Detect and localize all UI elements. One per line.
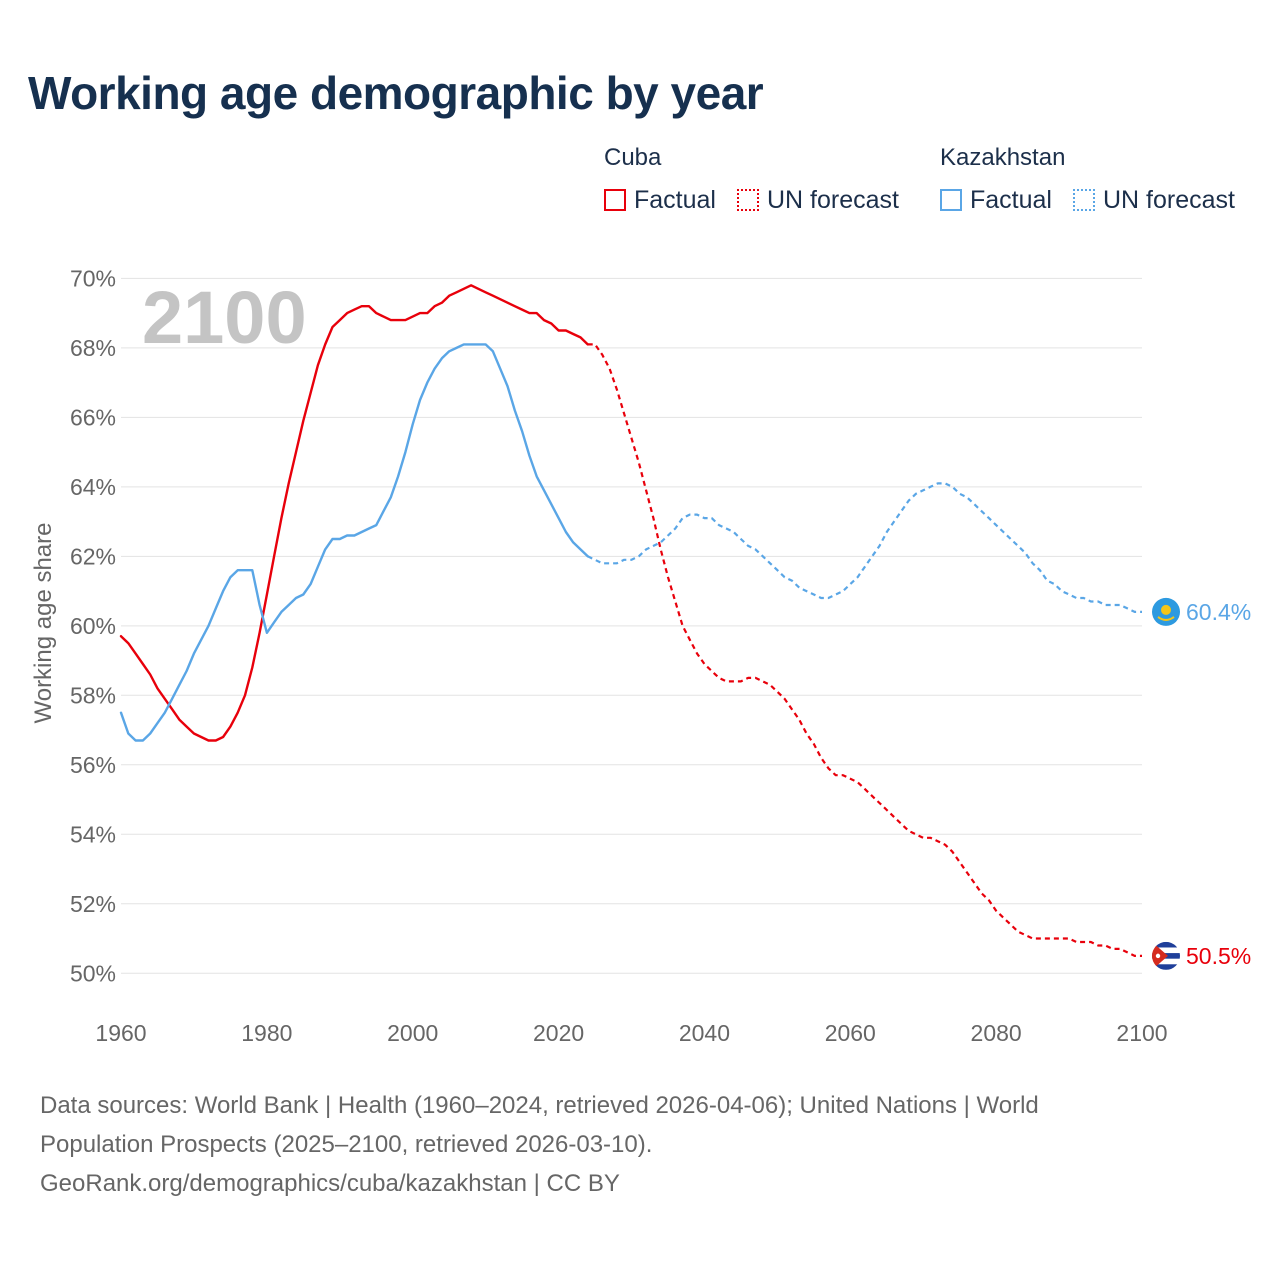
- legend-group-kazakhstan: Kazakhstan: [940, 144, 1066, 171]
- footer-source-line-1: Data sources: World Bank | Health (1960–…: [40, 1092, 1039, 1119]
- series-lines: [119, 284, 1142, 958]
- legend-item-kazakhstan-forecast[interactable]: UN forecast: [1073, 185, 1235, 215]
- x-tick-label-1960: 1960: [95, 1020, 146, 1046]
- end-value-label-kazakhstan: 60.4%: [1186, 599, 1251, 625]
- x-tick-label-2100: 2100: [1116, 1020, 1167, 1046]
- end-markers: 50.5% 60.4%: [1152, 597, 1251, 970]
- legend-swatch-solid-icon: [604, 189, 626, 211]
- x-tick-label-2020: 2020: [533, 1020, 584, 1046]
- y-tick-label-58: 58%: [70, 682, 116, 708]
- legend-label: Factual: [634, 185, 716, 214]
- series-line-kazakhstan-forecast: [587, 482, 1142, 614]
- legend-swatch-dotted-icon: [1073, 189, 1095, 211]
- legend-swatch-solid-icon: [940, 189, 962, 211]
- legend-label: UN forecast: [1103, 185, 1235, 214]
- legend-item-kazakhstan-factual[interactable]: Factual: [940, 185, 1052, 215]
- legend-item-cuba-forecast[interactable]: UN forecast: [737, 185, 899, 215]
- legend-item-cuba-factual[interactable]: Factual: [604, 185, 716, 215]
- y-tick-label-68: 68%: [70, 335, 116, 361]
- legend-swatch-dotted-icon: [737, 189, 759, 211]
- year-overlay: 2100: [142, 276, 307, 359]
- y-tick-label-64: 64%: [70, 474, 116, 500]
- series-line-cuba-factual: [119, 284, 589, 742]
- y-tick-label-66: 66%: [70, 404, 116, 430]
- y-tick-label-54: 54%: [70, 821, 116, 847]
- series-line-kazakhstan-factual: [119, 343, 589, 742]
- kazakhstan-flag-icon: [1152, 597, 1180, 626]
- legend-label: Factual: [970, 185, 1052, 214]
- y-tick-label-70: 70%: [70, 265, 116, 291]
- x-tick-label-2040: 2040: [679, 1020, 730, 1046]
- y-axis-label: Working age share: [30, 523, 57, 724]
- end-value-label-cuba: 50.5%: [1186, 943, 1251, 969]
- y-tick-label-56: 56%: [70, 752, 116, 778]
- legend-group-cuba: Cuba: [604, 144, 662, 171]
- x-axis-ticks: 1960 1980 2000 2020 2040 2060 2080 2100: [95, 1020, 1167, 1046]
- gridlines: [121, 277, 1142, 974]
- footer: Data sources: World Bank | Health (1960–…: [40, 1086, 1240, 1203]
- legend-label: UN forecast: [767, 185, 899, 214]
- cuba-flag-icon: [1152, 941, 1180, 970]
- series-line-cuba-forecast: [587, 343, 1142, 958]
- footer-source-line-2: Population Prospects (2025–2100, retriev…: [40, 1131, 653, 1158]
- y-tick-label-62: 62%: [70, 543, 116, 569]
- x-tick-label-2080: 2080: [971, 1020, 1022, 1046]
- y-tick-label-52: 52%: [70, 891, 116, 917]
- y-tick-label-50: 50%: [70, 960, 116, 986]
- x-tick-label-1980: 1980: [241, 1020, 292, 1046]
- y-axis-ticks: 50% 52% 54% 56% 58% 60% 62% 64% 66% 68% 70%: [70, 265, 116, 986]
- x-tick-label-2000: 2000: [387, 1020, 438, 1046]
- chart-title: Working age demographic by year: [28, 67, 764, 119]
- footer-credit: GeoRank.org/demographics/cuba/kazakhstan…: [40, 1170, 620, 1197]
- x-tick-label-2060: 2060: [825, 1020, 876, 1046]
- y-tick-label-60: 60%: [70, 613, 116, 639]
